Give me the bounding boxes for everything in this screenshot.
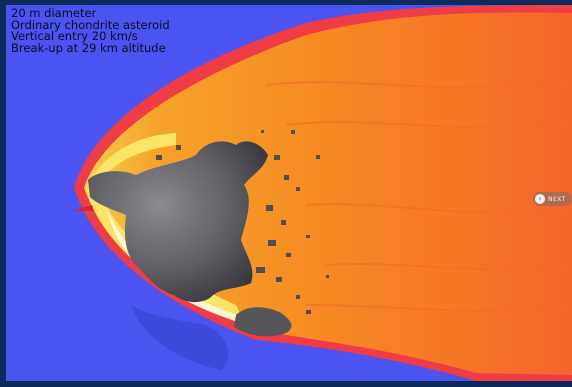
- leading-jet: [72, 205, 94, 211]
- shock-front: [86, 133, 246, 325]
- plume-streaks: [265, 81, 567, 313]
- shadow-region: [131, 305, 229, 370]
- next-button-label: NEXT: [548, 195, 566, 203]
- caption-composition: Ordinary chondrite asteroid: [11, 17, 170, 32]
- asteroid-breakup-visualization: [6, 5, 572, 381]
- debris-fragments: [156, 130, 329, 314]
- next-button[interactable]: › NEXT: [533, 192, 572, 206]
- simulation-caption: 20 m diameter Ordinary chondrite asteroi…: [11, 6, 170, 55]
- asteroid-main-body: [88, 141, 268, 303]
- caption-entry: Vertical entry 20 km/s: [11, 29, 138, 43]
- caption-diameter: 20 m diameter: [11, 6, 97, 20]
- simulation-image: 20 m diameter Ordinary chondrite asteroi…: [6, 5, 572, 381]
- asteroid-fragment-lower: [234, 307, 292, 337]
- chevron-right-icon: ›: [535, 194, 545, 204]
- caption-breakup: Break-up at 29 km altitude: [11, 40, 166, 55]
